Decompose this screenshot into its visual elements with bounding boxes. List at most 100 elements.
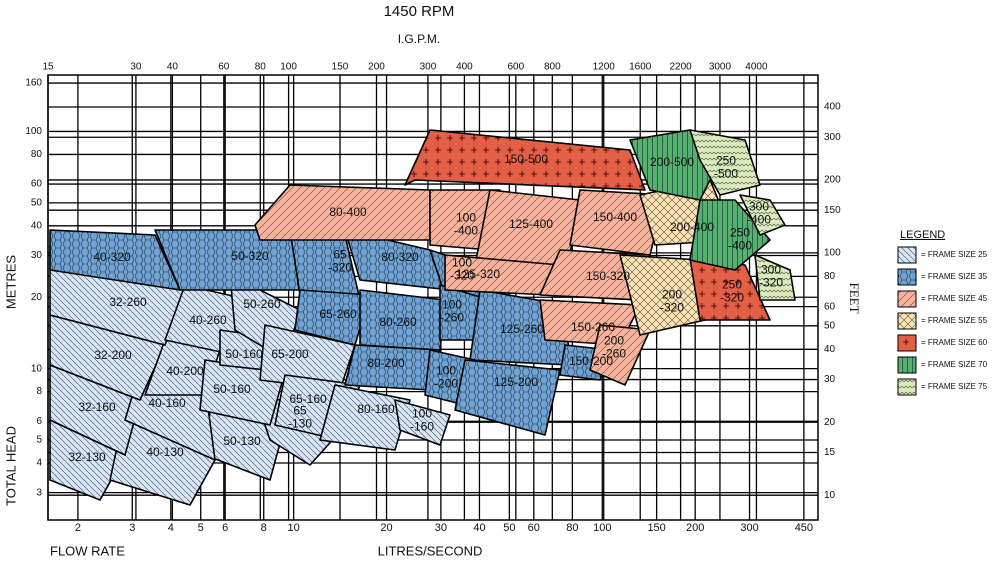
region-label: -130 (288, 417, 312, 431)
x-tick-label: 200 (686, 522, 704, 534)
region-label: 300 (749, 200, 769, 214)
x2-tick-label: 3000 (709, 62, 732, 73)
legend-swatch (897, 290, 917, 308)
legend-swatch (897, 334, 917, 352)
x-tick-label: 300 (740, 522, 758, 534)
y-tick-label: 30 (31, 250, 43, 261)
x-tick-label: 80 (566, 522, 578, 534)
region-label: 125-400 (509, 217, 553, 231)
y2-tick-label: 40 (824, 344, 836, 355)
region-label: 50-160 (225, 347, 263, 361)
region-label: 65 (333, 248, 347, 262)
region-label: 125-260 (500, 322, 544, 336)
x-tick-label: 10 (288, 522, 300, 534)
pump-region (754, 254, 796, 301)
x2-tick-label: 150 (332, 62, 349, 73)
x2-tick-label: 15 (42, 62, 54, 73)
x-tick-label: 5 (198, 522, 204, 534)
region-label: 80-160 (357, 402, 395, 416)
region-label: -320 (759, 276, 783, 290)
region-label: 100 (442, 298, 462, 312)
x2-tick-label: 300 (420, 62, 437, 73)
region-label: 80-200 (367, 356, 405, 370)
legend: = FRAME SIZE 25 = FRAME SIZE 35 = FRAME SI… (897, 246, 988, 396)
region-label: 150-200 (569, 354, 613, 368)
region-label: 65-200 (271, 347, 309, 361)
y-tick-label: 50 (31, 197, 43, 208)
region-label: 40-200 (166, 364, 204, 378)
region-label: 150-400 (593, 210, 637, 224)
region-label: -400 (728, 239, 752, 253)
y2-tick-label: 300 (824, 132, 841, 143)
y-tick-label: 20 (31, 292, 43, 303)
x2-tick-label: 1200 (593, 62, 616, 73)
x-tick-label: 2 (75, 522, 81, 534)
region-label: 50-130 (223, 434, 261, 448)
region-label: 250 (722, 278, 742, 292)
region-label: 100 (412, 407, 432, 421)
legend-title: LEGEND (900, 229, 945, 241)
plot-frame (47, 74, 819, 521)
x-tick-label: 8 (261, 522, 267, 534)
y2-tick-label: 60 (824, 301, 836, 312)
y-tick-label: 4 (36, 458, 42, 469)
x2-tick-label: 600 (507, 62, 524, 73)
y2-tick-label: 150 (824, 205, 841, 216)
x2-tick-label: 800 (544, 62, 561, 73)
legend-swatch (897, 378, 917, 396)
x2-tick-label: 200 (368, 62, 385, 73)
region-label: 250 (716, 154, 736, 168)
legend-label: = FRAME SIZE 70 (921, 360, 988, 369)
region-label: 32-200 (94, 348, 132, 362)
region-label: 65-260 (319, 307, 357, 321)
y2-tick-label: 50 (824, 320, 836, 331)
region-label: -320 (450, 269, 474, 283)
y-tick-label: 8 (36, 386, 42, 397)
legend-swatch (897, 268, 917, 286)
y2-tick-label: 10 (824, 490, 836, 501)
x-tick-label: 150 (647, 522, 665, 534)
pump-region (404, 129, 646, 191)
x2-tick-label: 30 (130, 62, 142, 73)
region-label: -160 (410, 420, 434, 434)
x2-axis-title: I.G.P.M. (398, 32, 440, 46)
region-label: 100 (436, 364, 456, 378)
pump-region (739, 194, 786, 236)
legend-label: = FRAME SIZE 60 (921, 338, 988, 347)
x-tick-label: 30 (435, 522, 447, 534)
region-label: 50-320 (231, 249, 269, 263)
y2-tick-label: 20 (824, 417, 836, 428)
x-tick-label: 100 (593, 522, 611, 534)
x2-tick-label: 2200 (669, 62, 692, 73)
y-tick-label: 100 (25, 126, 42, 137)
x-tick-label: 3 (129, 522, 135, 534)
pump-region (689, 129, 761, 196)
x2-tick-label: 80 (255, 62, 267, 73)
region-label: -320 (660, 301, 684, 315)
y-tick-label: 5 (36, 435, 42, 446)
x-tick-label: 450 (795, 522, 813, 534)
x-tick-label: 40 (473, 522, 485, 534)
legend-label: = FRAME SIZE 75 (921, 382, 988, 391)
x-tick-label: 4 (168, 522, 174, 534)
pump-region (319, 384, 411, 451)
y2-tick-label: 400 (824, 102, 841, 113)
x-tick-label: 50 (503, 522, 515, 534)
x2-tick-label: 60 (218, 62, 230, 73)
region-label: 100 (456, 211, 476, 225)
region-label: -260 (440, 311, 464, 325)
x2-tick-label: 4000 (745, 62, 768, 73)
x2-tick-label: 1600 (629, 62, 652, 73)
pump-region (394, 399, 451, 446)
pump-region (689, 199, 771, 271)
legend-swatch (897, 246, 917, 264)
region-label: 150-320 (586, 269, 630, 283)
region-label: 150-500 (504, 152, 548, 166)
region-label: 200-400 (670, 220, 714, 234)
region-label: 32-260 (109, 295, 147, 309)
legend-label: = FRAME SIZE 25 (921, 250, 988, 259)
region-label: 200 (662, 288, 682, 302)
region-label: 125-320 (456, 267, 500, 281)
y2-tick-label: 15 (824, 447, 836, 458)
